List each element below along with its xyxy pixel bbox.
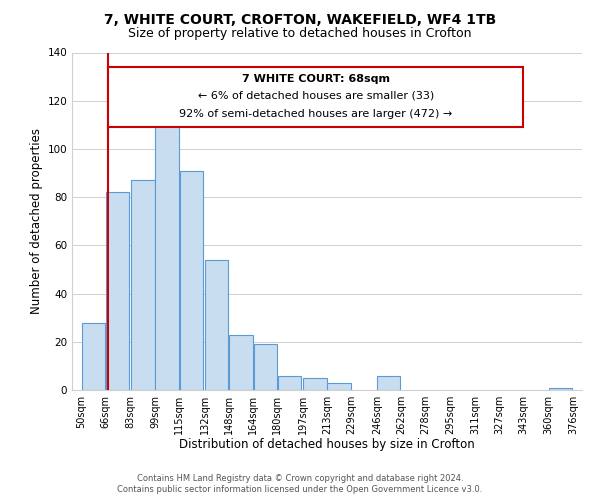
Text: Contains HM Land Registry data © Crown copyright and database right 2024.
Contai: Contains HM Land Registry data © Crown c… — [118, 474, 482, 494]
Bar — [155, 118, 179, 390]
Bar — [549, 388, 572, 390]
Text: ← 6% of detached houses are smaller (33): ← 6% of detached houses are smaller (33) — [197, 91, 434, 101]
Bar — [179, 170, 203, 390]
FancyBboxPatch shape — [108, 67, 523, 127]
Text: 7, WHITE COURT, CROFTON, WAKEFIELD, WF4 1TB: 7, WHITE COURT, CROFTON, WAKEFIELD, WF4 … — [104, 12, 496, 26]
Bar — [328, 383, 350, 390]
Y-axis label: Number of detached properties: Number of detached properties — [30, 128, 43, 314]
Bar — [278, 376, 301, 390]
X-axis label: Distribution of detached houses by size in Crofton: Distribution of detached houses by size … — [179, 438, 475, 452]
Bar — [254, 344, 277, 390]
Bar — [377, 376, 400, 390]
Bar — [106, 192, 129, 390]
Text: 7 WHITE COURT: 68sqm: 7 WHITE COURT: 68sqm — [242, 74, 389, 84]
Bar — [229, 334, 253, 390]
Bar — [205, 260, 229, 390]
Bar — [82, 322, 105, 390]
Text: Size of property relative to detached houses in Crofton: Size of property relative to detached ho… — [128, 26, 472, 40]
Bar — [304, 378, 326, 390]
Text: 92% of semi-detached houses are larger (472) →: 92% of semi-detached houses are larger (… — [179, 109, 452, 119]
Bar — [131, 180, 155, 390]
